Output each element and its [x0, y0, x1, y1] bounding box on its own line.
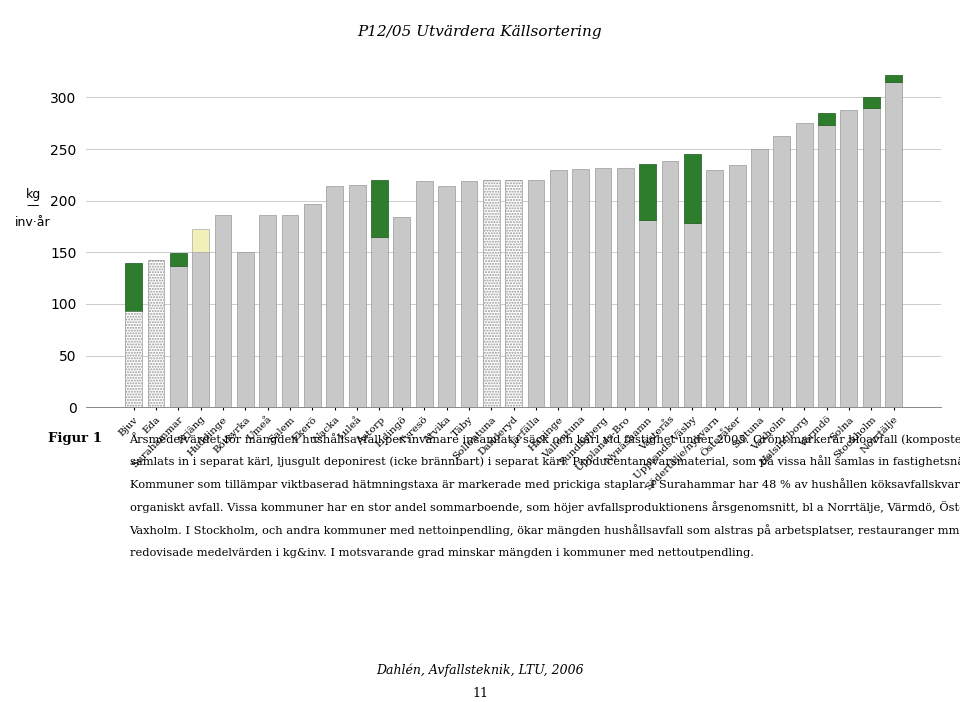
- Bar: [416, 181, 433, 407]
- Text: inv·år: inv·år: [15, 216, 51, 229]
- Bar: [885, 74, 902, 82]
- Text: Vaxholm. I Stockholm, och andra kommuner med nettoinpendling, ökar mängden hushå: Vaxholm. I Stockholm, och andra kommuner…: [130, 524, 960, 536]
- Text: Dahlén, Avfallsteknik, LTU, 2006: Dahlén, Avfallsteknik, LTU, 2006: [376, 663, 584, 677]
- Bar: [818, 126, 835, 407]
- Bar: [483, 180, 499, 407]
- Bar: [818, 113, 835, 126]
- Bar: [170, 253, 186, 266]
- Bar: [594, 168, 612, 407]
- Bar: [661, 161, 679, 407]
- Bar: [885, 82, 902, 407]
- Bar: [438, 186, 455, 407]
- Bar: [572, 168, 589, 407]
- Bar: [707, 170, 723, 407]
- Bar: [617, 168, 634, 407]
- Bar: [372, 237, 388, 407]
- Bar: [394, 217, 410, 407]
- Bar: [237, 252, 253, 407]
- Text: organiskt avfall. Vissa kommuner har en stor andel sommarboende, som höjer avfal: organiskt avfall. Vissa kommuner har en …: [130, 501, 960, 513]
- Bar: [639, 164, 656, 220]
- Bar: [304, 204, 321, 407]
- Bar: [505, 180, 522, 407]
- Bar: [774, 135, 790, 407]
- Text: —: —: [27, 199, 39, 212]
- Bar: [863, 98, 879, 108]
- Bar: [550, 170, 566, 407]
- Bar: [148, 260, 164, 407]
- Text: 11: 11: [472, 687, 488, 700]
- Text: Figur 1: Figur 1: [48, 432, 102, 445]
- Text: P12/05 Utvärdera Källsortering: P12/05 Utvärdera Källsortering: [358, 25, 602, 39]
- Bar: [461, 181, 477, 407]
- Bar: [348, 185, 366, 407]
- Text: Årsmedelvärdet för mängden hushållsavfall per invånare insamlat i säck och kärl : Årsmedelvärdet för mängden hushållsavfal…: [130, 432, 960, 444]
- Bar: [259, 215, 276, 407]
- Bar: [148, 260, 164, 407]
- Bar: [326, 186, 343, 407]
- Bar: [125, 311, 142, 407]
- Bar: [483, 180, 499, 407]
- Bar: [505, 180, 522, 407]
- Bar: [841, 110, 857, 407]
- Text: samlats in i separat kärl, ljusgult deponirest (icke brännbart) i separat kärl. : samlats in i separat kärl, ljusgult depo…: [130, 455, 960, 467]
- Bar: [192, 252, 209, 407]
- Bar: [192, 229, 209, 252]
- Bar: [170, 266, 186, 407]
- Bar: [639, 220, 656, 407]
- Bar: [125, 311, 142, 407]
- Bar: [863, 108, 879, 407]
- Bar: [281, 215, 299, 407]
- Bar: [372, 180, 388, 237]
- Bar: [796, 124, 812, 407]
- Bar: [528, 180, 544, 407]
- Text: kg: kg: [25, 187, 40, 201]
- Bar: [684, 223, 701, 407]
- Bar: [125, 263, 142, 311]
- Bar: [215, 215, 231, 407]
- Bar: [751, 149, 768, 407]
- Bar: [729, 164, 746, 407]
- Text: redovisade medelvärden i kg&inv. I motsvarande grad minskar mängden i kommuner m: redovisade medelvärden i kg&inv. I motsv…: [130, 548, 754, 557]
- Text: Kommuner som tillämpar viktbaserad hätmningstaxa är markerade med prickiga stapl: Kommuner som tillämpar viktbaserad hätmn…: [130, 478, 960, 490]
- Bar: [684, 154, 701, 223]
